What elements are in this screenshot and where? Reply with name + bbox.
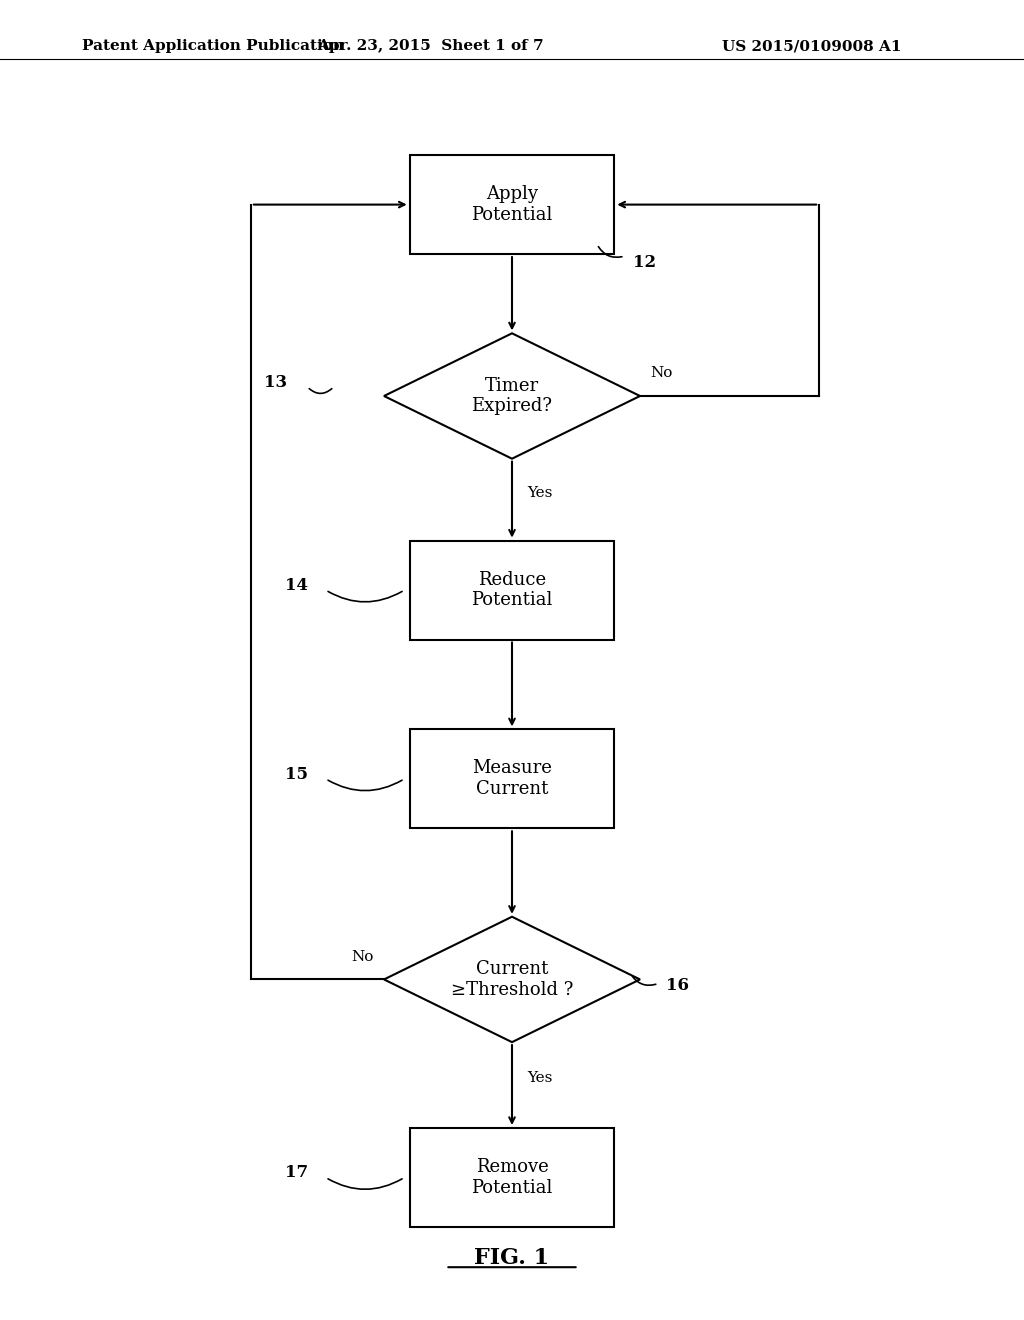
Polygon shape	[384, 334, 640, 459]
Text: No: No	[650, 366, 673, 380]
FancyBboxPatch shape	[410, 1127, 614, 1228]
Text: 15: 15	[285, 766, 307, 783]
Text: Current
≥Threshold ?: Current ≥Threshold ?	[451, 960, 573, 999]
Text: Yes: Yes	[527, 1072, 553, 1085]
Text: Timer
Expired?: Timer Expired?	[471, 376, 553, 416]
Text: Reduce
Potential: Reduce Potential	[471, 570, 553, 610]
Text: 16: 16	[666, 977, 688, 994]
Text: 17: 17	[285, 1164, 308, 1181]
Text: 14: 14	[285, 577, 307, 594]
Text: Apr. 23, 2015  Sheet 1 of 7: Apr. 23, 2015 Sheet 1 of 7	[316, 40, 544, 53]
Text: Measure
Current: Measure Current	[472, 759, 552, 799]
Text: Patent Application Publication: Patent Application Publication	[82, 40, 344, 53]
Text: No: No	[351, 949, 374, 964]
Text: 13: 13	[264, 374, 288, 391]
FancyBboxPatch shape	[410, 156, 614, 253]
Text: FIG. 1: FIG. 1	[474, 1247, 550, 1269]
FancyBboxPatch shape	[410, 729, 614, 829]
FancyBboxPatch shape	[410, 541, 614, 639]
Text: US 2015/0109008 A1: US 2015/0109008 A1	[722, 40, 901, 53]
Text: Remove
Potential: Remove Potential	[471, 1158, 553, 1197]
Text: Yes: Yes	[527, 486, 553, 500]
Text: Apply
Potential: Apply Potential	[471, 185, 553, 224]
Polygon shape	[384, 916, 640, 1043]
Text: 12: 12	[633, 253, 656, 271]
